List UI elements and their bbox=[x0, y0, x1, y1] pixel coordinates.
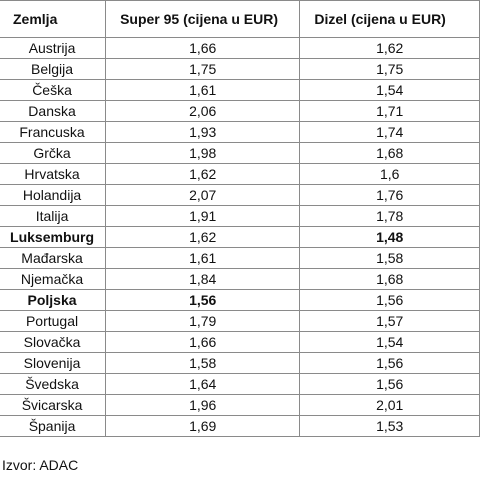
table-row: Poljska 1,56 1,56 bbox=[0, 289, 480, 311]
cell-dizel: 1,56 bbox=[299, 352, 480, 374]
cell-dizel: 1,68 bbox=[299, 142, 480, 164]
table-row: Njemačka 1,84 1,68 bbox=[0, 268, 480, 290]
table-row: Češka 1,61 1,54 bbox=[0, 79, 480, 101]
cell-super95: 2,07 bbox=[105, 184, 301, 206]
table-row: Belgija 1,75 1,75 bbox=[0, 58, 480, 80]
fuel-price-table: Zemlja Super 95 (cijena u EUR) Dizel (ci… bbox=[0, 0, 480, 437]
cell-country: Holandija bbox=[0, 184, 107, 206]
cell-super95: 1,84 bbox=[105, 268, 301, 290]
cell-country: Francuska bbox=[0, 121, 107, 143]
table-row: Slovačka 1,66 1,54 bbox=[0, 331, 480, 353]
cell-dizel: 1,68 bbox=[299, 268, 480, 290]
cell-dizel: 1,62 bbox=[299, 37, 480, 59]
table-row: Švedska 1,64 1,56 bbox=[0, 373, 480, 395]
header-super95: Super 95 (cijena u EUR) bbox=[105, 0, 301, 38]
cell-super95: 1,66 bbox=[105, 37, 301, 59]
cell-country: Portugal bbox=[0, 310, 107, 332]
cell-country: Španija bbox=[0, 415, 107, 437]
table-row: Mađarska 1,61 1,58 bbox=[0, 247, 480, 269]
cell-country: Danska bbox=[0, 100, 107, 122]
cell-country: Luksemburg bbox=[0, 226, 107, 248]
cell-super95: 1,56 bbox=[105, 289, 301, 311]
table-row: Švicarska 1,96 2,01 bbox=[0, 394, 480, 416]
cell-country: Italija bbox=[0, 205, 107, 227]
fuel-price-table-container: Zemlja Super 95 (cijena u EUR) Dizel (ci… bbox=[0, 0, 480, 437]
cell-super95: 1,79 bbox=[105, 310, 301, 332]
cell-country: Belgija bbox=[0, 58, 107, 80]
cell-super95: 1,93 bbox=[105, 121, 301, 143]
table-row: Francuska 1,93 1,74 bbox=[0, 121, 480, 143]
header-dizel: Dizel (cijena u EUR) bbox=[299, 0, 480, 38]
cell-country: Mađarska bbox=[0, 247, 107, 269]
table-row: Slovenija 1,58 1,56 bbox=[0, 352, 480, 374]
cell-dizel: 1,58 bbox=[299, 247, 480, 269]
table-row: Italija 1,91 1,78 bbox=[0, 205, 480, 227]
cell-super95: 1,62 bbox=[105, 226, 301, 248]
cell-super95: 1,64 bbox=[105, 373, 301, 395]
table-row: Portugal 1,79 1,57 bbox=[0, 310, 480, 332]
cell-country: Njemačka bbox=[0, 268, 107, 290]
cell-super95: 1,66 bbox=[105, 331, 301, 353]
cell-country: Švicarska bbox=[0, 394, 107, 416]
table-row: Grčka 1,98 1,68 bbox=[0, 142, 480, 164]
cell-dizel: 1,54 bbox=[299, 79, 480, 101]
cell-super95: 2,06 bbox=[105, 100, 301, 122]
cell-super95: 1,75 bbox=[105, 58, 301, 80]
cell-dizel: 1,76 bbox=[299, 184, 480, 206]
cell-super95: 1,98 bbox=[105, 142, 301, 164]
cell-country: Slovenija bbox=[0, 352, 107, 374]
cell-country: Grčka bbox=[0, 142, 107, 164]
cell-super95: 1,96 bbox=[105, 394, 301, 416]
cell-super95: 1,61 bbox=[105, 79, 301, 101]
cell-dizel: 1,48 bbox=[299, 226, 480, 248]
cell-dizel: 1,6 bbox=[299, 163, 480, 185]
cell-country: Poljska bbox=[0, 289, 107, 311]
cell-super95: 1,69 bbox=[105, 415, 301, 437]
cell-country: Švedska bbox=[0, 373, 107, 395]
table-header: Zemlja Super 95 (cijena u EUR) Dizel (ci… bbox=[0, 0, 480, 38]
table-row: Španija 1,69 1,53 bbox=[0, 415, 480, 437]
cell-dizel: 2,01 bbox=[299, 394, 480, 416]
cell-dizel: 1,57 bbox=[299, 310, 480, 332]
cell-dizel: 1,75 bbox=[299, 58, 480, 80]
cell-dizel: 1,53 bbox=[299, 415, 480, 437]
cell-dizel: 1,54 bbox=[299, 331, 480, 353]
cell-country: Češka bbox=[0, 79, 107, 101]
cell-super95: 1,91 bbox=[105, 205, 301, 227]
table-row: Danska 2,06 1,71 bbox=[0, 100, 480, 122]
cell-dizel: 1,74 bbox=[299, 121, 480, 143]
cell-super95: 1,61 bbox=[105, 247, 301, 269]
cell-country: Slovačka bbox=[0, 331, 107, 353]
header-country: Zemlja bbox=[0, 0, 107, 38]
cell-dizel: 1,56 bbox=[299, 373, 480, 395]
cell-country: Austrija bbox=[0, 37, 107, 59]
table-row: Hrvatska 1,62 1,6 bbox=[0, 163, 480, 185]
table-body: Austrija 1,66 1,62 Belgija 1,75 1,75 Češka 1,61… bbox=[0, 37, 480, 437]
table-row: Luksemburg 1,62 1,48 bbox=[0, 226, 480, 248]
table-row: Holandija 2,07 1,76 bbox=[0, 184, 480, 206]
cell-dizel: 1,56 bbox=[299, 289, 480, 311]
cell-country: Hrvatska bbox=[0, 163, 107, 185]
cell-dizel: 1,78 bbox=[299, 205, 480, 227]
cell-super95: 1,58 bbox=[105, 352, 301, 374]
cell-super95: 1,62 bbox=[105, 163, 301, 185]
source-note: Izvor: ADAC bbox=[2, 457, 79, 473]
table-row: Austrija 1,66 1,62 bbox=[0, 37, 480, 59]
header-row: Zemlja Super 95 (cijena u EUR) Dizel (ci… bbox=[0, 0, 480, 38]
cell-dizel: 1,71 bbox=[299, 100, 480, 122]
